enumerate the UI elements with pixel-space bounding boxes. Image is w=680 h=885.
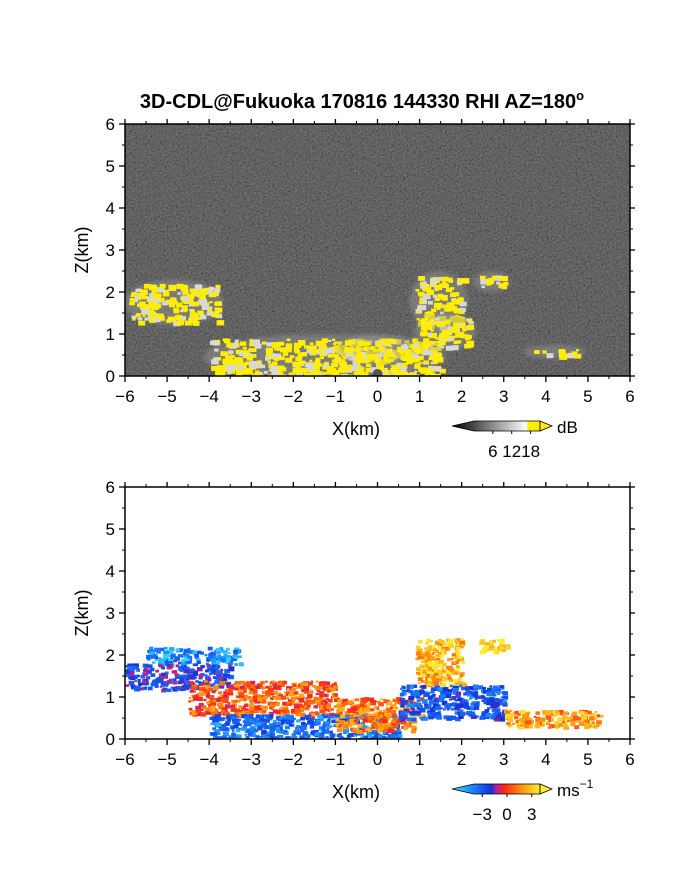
x-tick-label: −6 bbox=[115, 387, 134, 406]
panel2-echoes bbox=[125, 638, 604, 739]
y-tick-label: 6 bbox=[106, 115, 115, 134]
x-tick-label: 5 bbox=[583, 750, 592, 769]
panel1-axes: −6 −5 −4 −3 −2 −1 0 1 2 3 4 5 6 0 1 2 3 4 5 6 bbox=[106, 115, 635, 406]
x-tick-label: 2 bbox=[457, 387, 466, 406]
echo-rising-plume-2 bbox=[472, 271, 510, 292]
x-tick-label: 3 bbox=[499, 750, 508, 769]
echo-right-cluster bbox=[398, 684, 509, 722]
x-tick-label: −5 bbox=[157, 750, 176, 769]
y-tick-label: 2 bbox=[106, 283, 115, 302]
echo-right-cluster bbox=[413, 313, 477, 351]
y-tick-label: 1 bbox=[106, 325, 115, 344]
colorbar-tick-label: 6 bbox=[488, 442, 497, 461]
x-tick-label: 3 bbox=[499, 387, 508, 406]
x-tick-label: −2 bbox=[284, 750, 303, 769]
x-tick-label: 1 bbox=[415, 387, 424, 406]
radar-site-marker bbox=[372, 369, 383, 376]
colorbar-tick-label: 12 bbox=[502, 442, 521, 461]
echo-far-right-echo bbox=[503, 709, 604, 730]
panel1-noise bbox=[125, 124, 630, 376]
y-tick-label: 5 bbox=[106, 157, 115, 176]
panel2-colorbar: ms−1 −3 0 3 bbox=[451, 777, 594, 824]
x-tick-label: 6 bbox=[625, 750, 634, 769]
colorbar-tick-label: −3 bbox=[473, 805, 492, 824]
y-tick-label: 0 bbox=[106, 730, 115, 749]
y-tick-label: 5 bbox=[106, 520, 115, 539]
x-tick-label: −4 bbox=[199, 387, 218, 406]
x-tick-label: 2 bbox=[457, 750, 466, 769]
x-tick-label: −3 bbox=[242, 387, 261, 406]
echo-left-elevated-layer bbox=[125, 279, 225, 327]
colorbar2-unit: ms−1 bbox=[557, 777, 594, 800]
y-tick-label: 0 bbox=[106, 367, 115, 386]
chart-title: 3D-CDL@Fukuoka 170816 144330 RHI AZ=180o bbox=[140, 88, 584, 113]
x-tick-label: −2 bbox=[284, 387, 303, 406]
echo-rising-plume-1 bbox=[415, 638, 467, 688]
colorbar2-bar bbox=[451, 783, 541, 795]
colorbar1-arrow bbox=[539, 420, 554, 432]
x-tick-label: 4 bbox=[541, 387, 550, 406]
y-tick-label: 4 bbox=[106, 199, 115, 218]
echo-left-lower-layer bbox=[125, 663, 235, 693]
x-tick-label: −6 bbox=[115, 750, 134, 769]
echo-far-echo bbox=[523, 344, 586, 360]
x-tick-label: 1 bbox=[415, 750, 424, 769]
panel1-xlabel: X(km) bbox=[332, 419, 380, 439]
panel1-ylabel: Z(km) bbox=[72, 227, 92, 274]
y-tick-label: 6 bbox=[106, 478, 115, 497]
colorbar-tick-label: 0 bbox=[502, 805, 511, 824]
x-tick-label: −4 bbox=[199, 750, 218, 769]
y-tick-label: 3 bbox=[106, 604, 115, 623]
y-tick-label: 4 bbox=[106, 562, 115, 581]
panel2-xlabel: X(km) bbox=[332, 782, 380, 802]
colorbar-tick-label: 18 bbox=[521, 442, 540, 461]
panel2-ylabel: Z(km) bbox=[72, 590, 92, 637]
x-tick-label: −1 bbox=[326, 387, 345, 406]
x-tick-label: 5 bbox=[583, 387, 592, 406]
panel2-axes: −6 −5 −4 −3 −2 −1 0 1 2 3 4 5 6 0 1 2 3 4 5 6 bbox=[106, 478, 635, 769]
panel-velocity: −6 −5 −4 −3 −2 −1 0 1 2 3 4 5 6 0 1 2 3 4 5 6 X(km) Z(km) m… bbox=[72, 478, 635, 824]
y-tick-label: 1 bbox=[106, 688, 115, 707]
echo-central-plume bbox=[337, 334, 422, 364]
x-tick-label: −1 bbox=[326, 750, 345, 769]
x-tick-label: 6 bbox=[625, 387, 634, 406]
y-tick-label: 3 bbox=[106, 241, 115, 260]
panel1-colorbar: dB 6 12 18 bbox=[451, 418, 578, 461]
colorbar2-arrow bbox=[539, 783, 554, 795]
echo-sloping-band bbox=[188, 680, 341, 718]
y-tick-label: 2 bbox=[106, 646, 115, 665]
x-tick-label: −5 bbox=[157, 387, 176, 406]
x-tick-label: −3 bbox=[242, 750, 261, 769]
x-tick-label: 4 bbox=[541, 750, 550, 769]
echo-rising-plume-2 bbox=[479, 638, 511, 655]
echo-left-upper-layer bbox=[146, 646, 244, 668]
x-tick-label: 0 bbox=[373, 750, 382, 769]
colorbar-tick-label: 3 bbox=[527, 805, 536, 824]
colorbar1-bar bbox=[451, 420, 541, 432]
x-tick-label: 0 bbox=[373, 387, 382, 406]
panel1-echoes bbox=[125, 271, 586, 376]
colorbar1-unit: dB bbox=[557, 418, 578, 437]
